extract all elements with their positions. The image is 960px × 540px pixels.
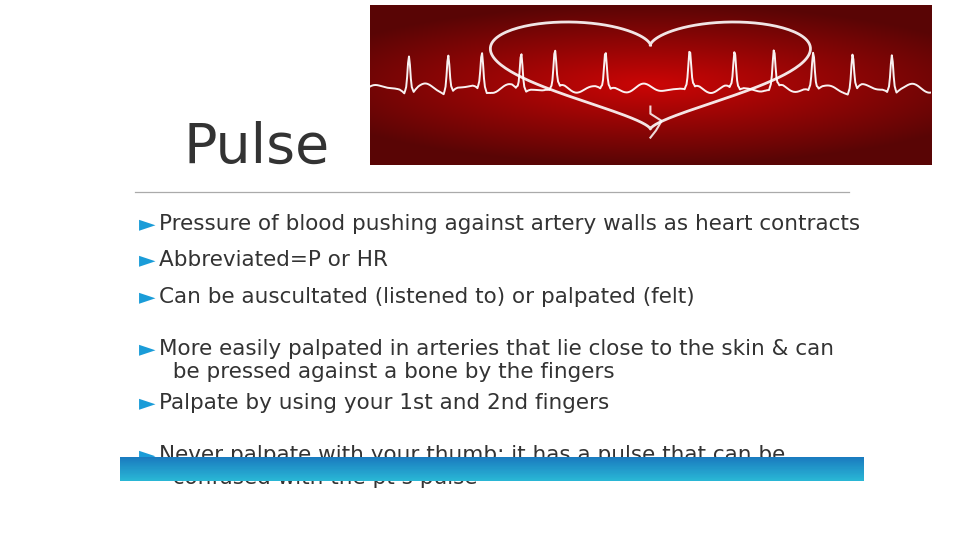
Bar (120, 458, 864, 459)
Bar (120, 460, 864, 461)
Text: Abbreviated=P or HR: Abbreviated=P or HR (158, 250, 388, 270)
Bar (120, 459, 864, 460)
Bar (120, 466, 864, 467)
Bar (120, 461, 864, 462)
Bar (120, 462, 864, 463)
Bar (120, 477, 864, 478)
Text: ►: ► (138, 339, 156, 359)
Bar (120, 478, 864, 479)
Bar (120, 480, 864, 481)
Text: ►: ► (138, 250, 156, 270)
Text: Can be auscultated (listened to) or palpated (felt): Can be auscultated (listened to) or palp… (158, 287, 694, 307)
Text: ►: ► (138, 214, 156, 234)
Text: Never palpate with your thumb; it has a pulse that can be
  confused with the pt: Never palpate with your thumb; it has a … (158, 446, 785, 489)
Bar (120, 476, 864, 477)
Bar (120, 477, 864, 478)
Bar (120, 458, 864, 460)
Bar (120, 476, 864, 477)
Bar (120, 479, 864, 480)
Bar (120, 469, 864, 470)
Bar (120, 469, 864, 470)
Bar (120, 478, 864, 480)
Bar (120, 464, 864, 465)
Bar (120, 471, 864, 472)
Text: Palpate by using your 1st and 2nd fingers: Palpate by using your 1st and 2nd finger… (158, 393, 609, 413)
Bar (120, 472, 864, 473)
Bar (120, 461, 864, 462)
Bar (120, 471, 864, 472)
Bar (120, 462, 864, 463)
Text: Pressure of blood pushing against artery walls as heart contracts: Pressure of blood pushing against artery… (158, 214, 860, 234)
Bar (120, 474, 864, 475)
Bar (120, 468, 864, 469)
Text: ►: ► (138, 446, 156, 465)
Bar (120, 467, 864, 468)
Bar (120, 468, 864, 469)
Text: ►: ► (138, 393, 156, 413)
Text: Pulse: Pulse (183, 121, 329, 175)
Bar (120, 463, 864, 464)
Bar (120, 475, 864, 476)
Bar (120, 457, 864, 458)
Text: ►: ► (138, 287, 156, 307)
Bar (120, 467, 864, 468)
Bar (120, 460, 864, 461)
Bar (120, 465, 864, 467)
Text: More easily palpated in arteries that lie close to the skin & can
  be pressed a: More easily palpated in arteries that li… (158, 339, 833, 382)
Bar (120, 470, 864, 471)
Bar (120, 470, 864, 471)
Bar (120, 472, 864, 474)
